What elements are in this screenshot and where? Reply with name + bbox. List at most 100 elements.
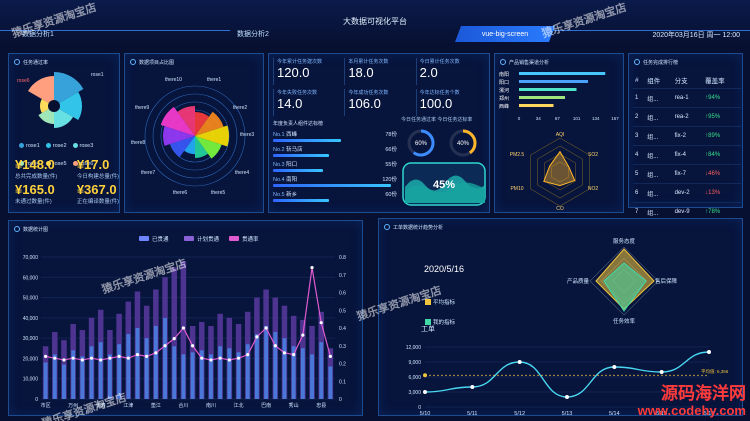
bar-done <box>172 346 177 399</box>
table-cell: 1 <box>633 88 646 108</box>
kpi-label: 本月累计任务次数 <box>348 59 389 65</box>
polar-label: there3 <box>240 132 254 138</box>
bar-done <box>310 354 314 399</box>
table-cell: 5 <box>633 164 646 184</box>
y2-tick: 0.1 <box>339 379 346 385</box>
table-cell: 7 <box>633 202 646 221</box>
kpi-card: 本月累计任务次数 18.0 <box>344 58 415 85</box>
table-cell: 组... <box>645 126 673 146</box>
bar-done <box>135 328 140 399</box>
radar-label: PM10 <box>510 186 523 192</box>
table-row[interactable]: 7 组... dev-9 ↑78% <box>633 202 741 221</box>
bar-done <box>98 342 103 399</box>
stat-unit: (件) <box>109 199 119 205</box>
kpi-panel: 今年累计任务建次数 120.0 本月累计任务次数 18.0 今日累计任务次数 2.0 今年失… <box>268 53 490 213</box>
table-header[interactable]: # <box>635 76 639 84</box>
legend-item[interactable]: rose5 <box>45 161 67 167</box>
radar-label: CO <box>556 206 564 212</box>
y-tick: 70,000 <box>23 255 39 261</box>
kpi-label: 今年累计任务建次数 <box>277 59 323 65</box>
x-tick: 江北 <box>234 402 244 409</box>
table-header[interactable]: 分支 <box>674 78 688 85</box>
x-tick: 垫江 <box>151 402 161 409</box>
rate-point <box>99 358 103 362</box>
kpi-card: 今年失败任务次数 14.0 <box>273 89 344 116</box>
polar-slice <box>160 106 195 136</box>
radar-label: NO2 <box>588 186 599 192</box>
panel-title: 任务完成排行榜 <box>643 60 679 66</box>
project-ratio-panel: 数据项目占比图 there1 there2 there3 there4 there5 th… <box>124 53 264 213</box>
bar-done <box>126 334 131 399</box>
bar-done <box>245 344 250 399</box>
stat-compiling: ¥367.0 <box>76 182 117 197</box>
legend-item[interactable]: rose6 <box>72 161 93 167</box>
rank-name: 阳口 <box>286 162 298 168</box>
bar-done <box>328 366 333 399</box>
tick-label: 134 <box>592 116 600 121</box>
kpi-label: 今日累计任务次数 <box>419 59 460 65</box>
table-row[interactable]: 6 组... dev-2 ↓13% <box>633 183 741 203</box>
table-row[interactable]: 2 组... rea-2 ↑95% <box>633 107 741 127</box>
panel-icon <box>14 59 20 65</box>
rank-bar <box>273 199 329 202</box>
rate-point <box>108 356 112 360</box>
y2-tick: 0 <box>339 397 342 403</box>
rate-point <box>117 354 121 358</box>
y-tick: 6,000 <box>408 375 421 381</box>
task-table: # 组件 分支 覆盖率 1 组... rea-1 ↑94% 2 组... rea-2 ↑95% 3 组.… <box>633 72 741 221</box>
table-header[interactable]: 组件 <box>647 78 661 85</box>
table-row[interactable]: 5 组... fix-7 ↓46% <box>633 164 741 184</box>
table-cell: 组... <box>645 202 673 221</box>
legend-item[interactable]: rose3 <box>72 143 93 149</box>
table-row[interactable]: 3 组... fix-2 ↑89% <box>633 126 741 146</box>
table-header[interactable]: 覆盖率 <box>705 78 725 85</box>
stat-not-passed: ¥165.0 <box>15 182 55 197</box>
tab-data-analysis-1[interactable]: 数据分析1 <box>22 31 54 38</box>
y-tick: 50,000 <box>23 296 39 302</box>
x-tick: 5/15 <box>656 411 667 417</box>
rate-point <box>218 356 222 360</box>
polar-slice <box>195 111 224 136</box>
table-cell: 组... <box>645 183 673 203</box>
rank-bar <box>273 184 391 187</box>
bar-planned <box>180 261 187 399</box>
table-cell: ↓46% <box>703 164 741 184</box>
bar <box>519 104 554 107</box>
rank-bar <box>273 169 323 172</box>
stat-unit: (件) <box>48 174 58 180</box>
table-cell: ↑95% <box>703 107 741 127</box>
legend-item[interactable]: rose4 <box>19 161 40 167</box>
radar-label: 产品质量 <box>567 277 590 285</box>
ring-fill <box>449 129 477 157</box>
radar-label: PM2.5 <box>510 152 525 158</box>
legend-swatch <box>425 299 431 305</box>
y2-tick: 0.5 <box>339 308 346 314</box>
kpi-value: 120.0 <box>277 65 310 80</box>
legend-mine: 我的指标 <box>433 320 456 326</box>
legend-label: rose1 <box>26 142 40 149</box>
rate-point <box>209 358 213 362</box>
legend-item[interactable]: rose1 <box>19 143 40 149</box>
y2-tick: 0.7 <box>339 273 346 279</box>
ring-fill <box>407 129 435 157</box>
rate-point <box>163 344 167 348</box>
x-tick: 长寿 <box>96 402 106 409</box>
rate-point <box>190 344 195 348</box>
tab-data-analysis-2[interactable]: 数据分析2 <box>237 31 269 38</box>
legend-item[interactable]: rose2 <box>45 143 67 149</box>
rose-slice <box>54 92 82 120</box>
kpi-label: 今年成功任务次数 <box>348 90 389 96</box>
tab-vue-big-screen[interactable]: vue-big-screen <box>455 26 555 42</box>
table-row[interactable]: 4 组... fix-4 ↑84% <box>633 145 741 165</box>
radar-label: 服务态度 <box>613 237 636 245</box>
stat-label: 未通过数量 <box>15 199 43 205</box>
ticket-panel: 工单数据统计趋势分析 2020/5/16 平均指标 我的指标 服务态度 售后保障任… <box>378 218 743 417</box>
table-cell: fix-2 <box>672 126 704 146</box>
rose-slice <box>54 106 74 128</box>
table-cell: 组... <box>645 88 673 108</box>
radar-label: SO2 <box>588 152 598 158</box>
table-row[interactable]: 1 组... rea-1 ↑94% <box>633 88 741 108</box>
x-tick: 巴南 <box>261 402 271 409</box>
bar-done <box>300 348 305 399</box>
x-tick: 5/14 <box>609 411 620 417</box>
